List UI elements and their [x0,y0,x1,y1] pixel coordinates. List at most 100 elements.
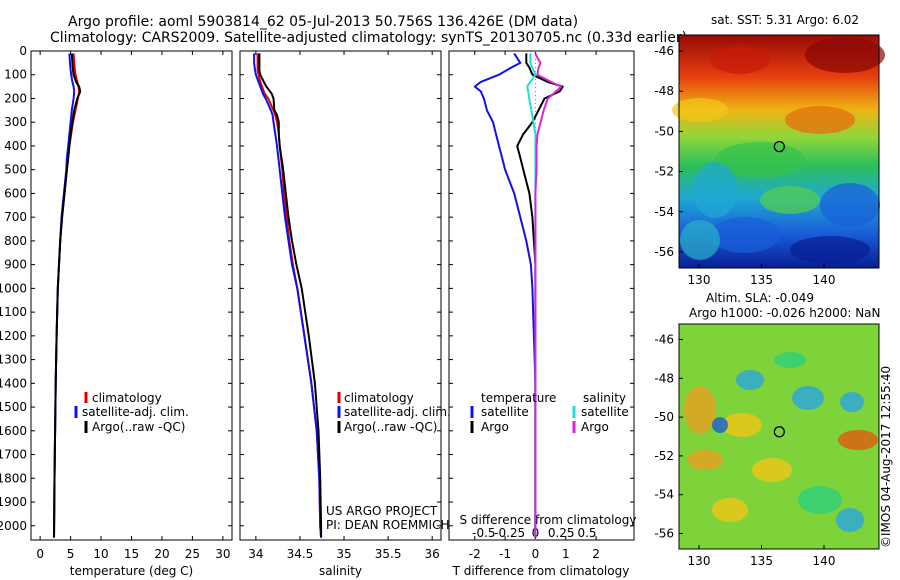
sla-map-frame [678,323,880,550]
depth-tick-label: 500 [4,163,27,177]
series-line-satellite-adj-clim- [253,53,323,538]
depth-tick-label: 100 [4,68,27,82]
sla-map-title-line2: Argo h1000: -0.026 h2000: NaN [689,306,881,320]
depth-tick-label: 1700 [0,448,27,462]
depth-tick-label: 800 [4,234,27,248]
depth-tick-label: 600 [4,186,27,200]
depth-tick-label: 400 [4,139,27,153]
depth-tick-label: 1900 [0,495,27,509]
sla-map-axes: 130 135 140 -46 -48 -50 -52 -54 -56 [654,333,835,568]
sst-texture-blob [805,37,885,73]
depth-tick-label: 1200 [0,329,27,343]
x-tick-label: 0 [532,547,540,561]
legend-satellite-label: satellite-adj. clim. [344,405,451,419]
legend-satellite-label: satellite-adj. clim. [82,405,189,419]
x2-tick-label: -0.5 [472,526,495,540]
difference-legend: temperature salinity satellite Argo sate… [470,391,629,434]
x-tick-label: -2 [469,547,481,561]
depth-tick-label: 0 [19,44,27,58]
depth-tick-label: 200 [4,91,27,105]
map-x-tick-label: 135 [750,273,773,287]
depth-tick-label: 700 [4,210,27,224]
sst-texture-blob [680,220,720,260]
depth-tick-label: 1300 [0,353,27,367]
depth-tick-label: 1100 [0,305,27,319]
map-x-tick-label: 135 [750,554,773,568]
map-y-tick-label: -54 [654,205,674,219]
x-tick-label: 5 [67,547,75,561]
sst-texture-blob [785,106,855,134]
sst-texture-blob [672,98,728,122]
sla-texture-blob [838,430,878,450]
figure-title-line2: Climatology: CARS2009. Satellite-adjuste… [50,30,687,46]
depth-tick-label: 1800 [0,471,27,485]
sla-texture-blob [752,458,792,482]
sla-texture-blob [684,386,716,434]
x-tick-label: 2 [592,547,600,561]
map-x-tick-label: 140 [813,273,836,287]
legend-temp-satellite-label: satellite [481,405,529,419]
legend-temp-argo-label: Argo [481,420,509,434]
temperature-plot: 0 5 10 15 20 25 30 temperature (deg C) [31,50,232,578]
map-y-tick-label: -56 [654,526,674,540]
legend-sal-argo-label: Argo [581,420,609,434]
project-credit: US ARGO PROJECT [326,504,438,518]
x-tick-label: 34 [248,547,263,561]
map-x-tick-label: 140 [813,554,836,568]
legend-temperature-heading: temperature [481,391,556,405]
x-axis-label: T difference from climatology [452,564,630,578]
sst-texture-blob [693,162,737,218]
x-tick-label: 36 [425,547,440,561]
argo-position-marker [773,426,785,438]
x-tick-label: 35.5 [375,547,402,561]
x-axis-label: temperature (deg C) [70,564,193,578]
series-line-argo-raw-qc- [53,53,82,538]
depth-tick-label: 2000 [0,519,27,533]
x2-axis-label: S difference from climatology [460,513,637,527]
sla-texture-blob [722,413,762,437]
salinity-panel-frame [239,50,442,541]
imos-credit: ©IMOS 04-Aug-2017 12:55:40 [879,366,893,548]
depth-axis: 0 100 200 300 400 500 600 700 800 900 1000 1100 1200… [0,44,27,533]
sla-texture-blob [836,508,864,532]
depth-tick-label: 1500 [0,400,27,414]
sst-texture-blob [710,46,770,74]
map-y-tick-label: -48 [654,84,674,98]
depth-tick-label: 1000 [0,281,27,295]
salinity-plot: 34 34.5 35 35.5 36 salinity [240,50,441,578]
legend-argo-label: Argo(..raw -QC) [344,420,437,434]
map-y-tick-label: -48 [654,371,674,385]
map-y-tick-label: -54 [654,488,674,502]
sst-texture-blob [820,183,880,227]
pi-credit: PI: DEAN ROEMMICH [326,518,449,532]
x-tick-label: 25 [185,547,200,561]
sla-map-texture [684,352,878,532]
x-tick-label: 35 [336,547,351,561]
legend-climatology-label: climatology [344,391,414,405]
sla-texture-blob [712,498,748,522]
sla-texture-blob [774,352,806,368]
sst-texture-blob [790,236,870,264]
salinity-legend: climatology satellite-adj. clim. Argo(..… [337,391,451,434]
sst-texture-blob [710,217,780,253]
difference-panel-frame [448,50,635,541]
x-tick-label: 34.5 [287,547,314,561]
figure-title-line1: Argo profile: aoml 5903814_62 05-Jul-201… [68,14,578,30]
temperature-legend: climatology satellite-adj. clim. Argo(..… [74,391,189,434]
sst-map-axes: 130 135 140 -46 -48 -50 -52 -54 -56 [654,44,835,287]
sla-map-title-line1: Altim. SLA: -0.049 [706,291,814,305]
map-y-tick-label: -56 [654,245,674,259]
map-y-tick-label: -46 [654,333,674,347]
x-tick-label: 15 [124,547,139,561]
sst-map-frame [678,34,880,269]
legend-climatology-label: climatology [92,391,162,405]
x-tick-label: 0 [36,547,44,561]
x-tick-label: 10 [93,547,108,561]
sla-texture-blob [736,370,764,390]
x2-tick-label: 0.25 [548,526,575,540]
x2-tick-label: -0.25 [494,526,525,540]
x-axis-label: salinity [319,564,362,578]
x-tick-label: 20 [154,547,169,561]
depth-tick-label: 900 [4,258,27,272]
